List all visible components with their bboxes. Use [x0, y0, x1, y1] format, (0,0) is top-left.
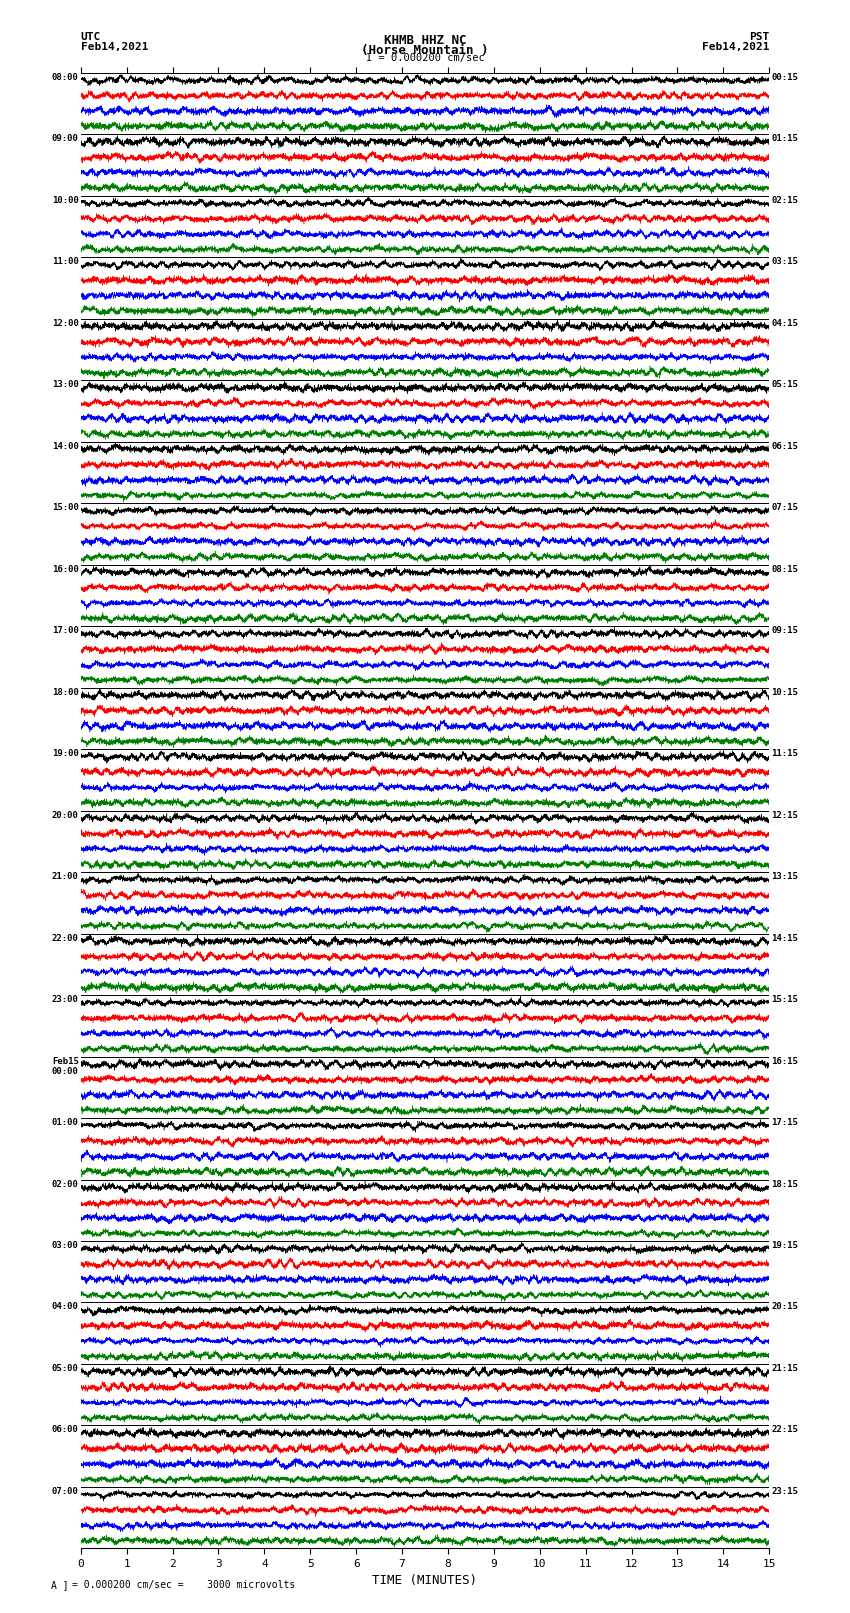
Text: 11:15: 11:15 — [771, 748, 798, 758]
Text: 22:00: 22:00 — [52, 934, 79, 942]
Text: A ]: A ] — [51, 1581, 69, 1590]
Text: 10:00: 10:00 — [52, 195, 79, 205]
Text: 21:15: 21:15 — [771, 1365, 798, 1373]
Text: 10:15: 10:15 — [771, 687, 798, 697]
Text: 07:00: 07:00 — [52, 1487, 79, 1495]
Text: 16:00: 16:00 — [52, 565, 79, 574]
Text: 03:00: 03:00 — [52, 1240, 79, 1250]
Text: UTC: UTC — [81, 32, 101, 42]
Text: 04:00: 04:00 — [52, 1302, 79, 1311]
Text: 11:00: 11:00 — [52, 256, 79, 266]
Text: 23:15: 23:15 — [771, 1487, 798, 1495]
Text: Feb14,2021: Feb14,2021 — [81, 42, 148, 52]
Text: I = 0.000200 cm/sec: I = 0.000200 cm/sec — [366, 53, 484, 63]
Text: 05:15: 05:15 — [771, 381, 798, 389]
Text: 17:15: 17:15 — [771, 1118, 798, 1127]
X-axis label: TIME (MINUTES): TIME (MINUTES) — [372, 1574, 478, 1587]
Text: (Horse Mountain ): (Horse Mountain ) — [361, 44, 489, 56]
Text: 08:15: 08:15 — [771, 565, 798, 574]
Text: 06:15: 06:15 — [771, 442, 798, 450]
Text: 18:15: 18:15 — [771, 1179, 798, 1189]
Text: 04:15: 04:15 — [771, 319, 798, 327]
Text: KHMB HHZ NC: KHMB HHZ NC — [383, 34, 467, 47]
Text: 13:00: 13:00 — [52, 381, 79, 389]
Text: 14:00: 14:00 — [52, 442, 79, 450]
Text: 09:00: 09:00 — [52, 134, 79, 144]
Text: 12:15: 12:15 — [771, 811, 798, 819]
Text: 22:15: 22:15 — [771, 1426, 798, 1434]
Text: 12:00: 12:00 — [52, 319, 79, 327]
Text: 23:00: 23:00 — [52, 995, 79, 1003]
Text: 13:15: 13:15 — [771, 873, 798, 881]
Text: 20:15: 20:15 — [771, 1302, 798, 1311]
Text: 02:00: 02:00 — [52, 1179, 79, 1189]
Text: 21:00: 21:00 — [52, 873, 79, 881]
Text: 09:15: 09:15 — [771, 626, 798, 636]
Text: Feb14,2021: Feb14,2021 — [702, 42, 769, 52]
Text: Feb15
00:00: Feb15 00:00 — [52, 1057, 79, 1076]
Text: 15:00: 15:00 — [52, 503, 79, 511]
Text: 16:15: 16:15 — [771, 1057, 798, 1066]
Text: 03:15: 03:15 — [771, 256, 798, 266]
Text: 20:00: 20:00 — [52, 811, 79, 819]
Text: 08:00: 08:00 — [52, 73, 79, 82]
Text: 19:15: 19:15 — [771, 1240, 798, 1250]
Text: 15:15: 15:15 — [771, 995, 798, 1003]
Text: 05:00: 05:00 — [52, 1365, 79, 1373]
Text: PST: PST — [749, 32, 769, 42]
Text: 19:00: 19:00 — [52, 748, 79, 758]
Text: 02:15: 02:15 — [771, 195, 798, 205]
Text: 07:15: 07:15 — [771, 503, 798, 511]
Text: 01:00: 01:00 — [52, 1118, 79, 1127]
Text: 06:00: 06:00 — [52, 1426, 79, 1434]
Text: 14:15: 14:15 — [771, 934, 798, 942]
Text: 18:00: 18:00 — [52, 687, 79, 697]
Text: 00:15: 00:15 — [771, 73, 798, 82]
Text: 01:15: 01:15 — [771, 134, 798, 144]
Text: 17:00: 17:00 — [52, 626, 79, 636]
Text: = 0.000200 cm/sec =    3000 microvolts: = 0.000200 cm/sec = 3000 microvolts — [72, 1581, 296, 1590]
